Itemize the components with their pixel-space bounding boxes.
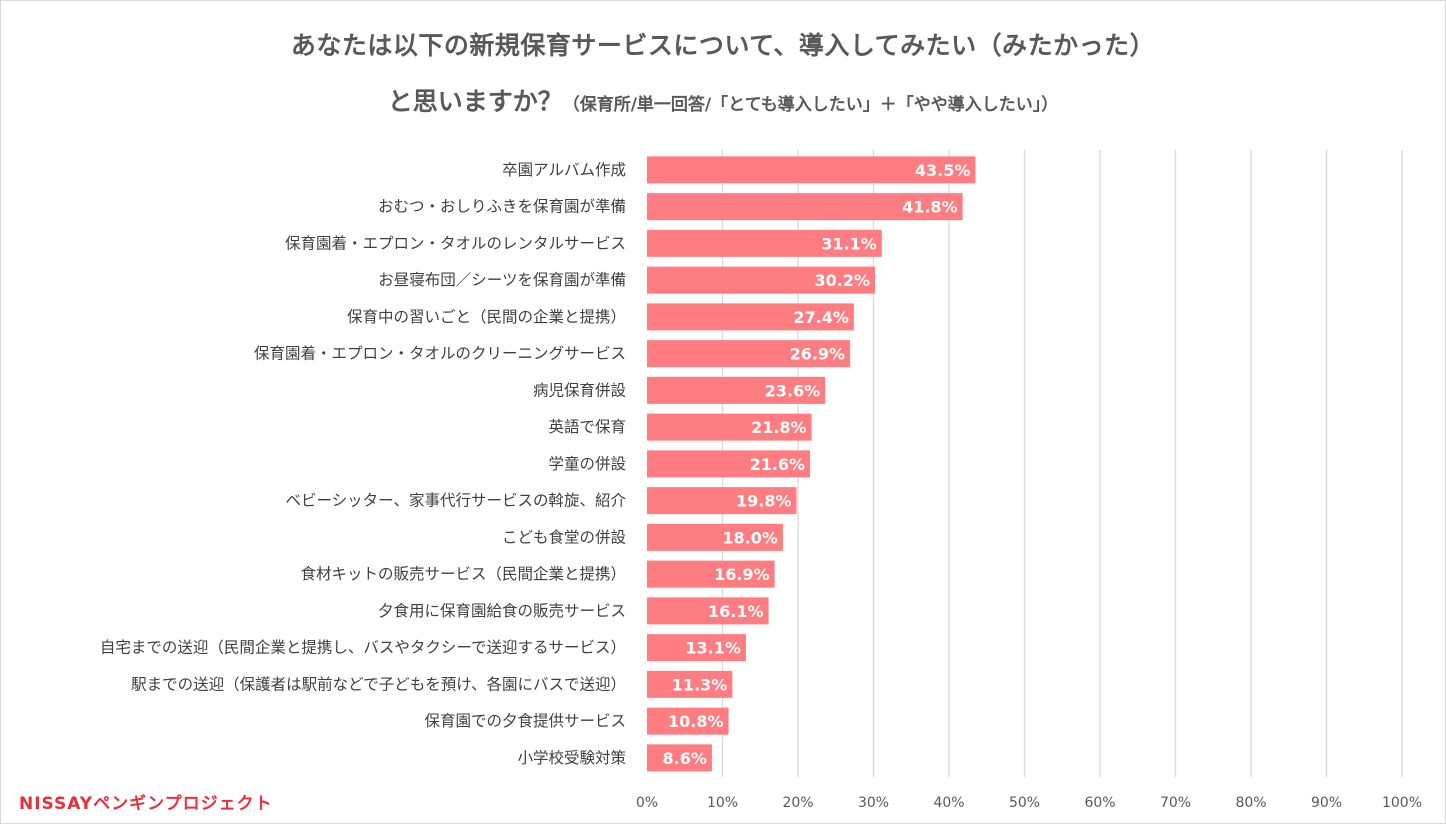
x-tick-label: 40% — [933, 795, 964, 811]
bar — [647, 487, 797, 515]
category-label: 駅までの送迎（保護者は駅前などで子どもを預け、各園にバスで送迎） — [131, 675, 626, 693]
bar — [647, 670, 733, 698]
bar-value-label: 10.8% — [668, 712, 724, 731]
category-label: こども食堂の併設 — [502, 528, 626, 546]
bar — [647, 707, 729, 735]
bar — [647, 156, 976, 184]
category-label: 卒園アルバム作成 — [502, 161, 626, 179]
x-tick-label: 100% — [1382, 795, 1422, 811]
bar-value-label: 27.4% — [793, 308, 849, 327]
category-label: 病児保育併設 — [533, 381, 626, 399]
bar — [647, 413, 812, 441]
bar — [647, 597, 769, 625]
bar — [647, 229, 882, 257]
bar-value-label: 11.3% — [672, 675, 728, 694]
bar — [647, 193, 963, 221]
category-label: 夕食用に保育園給食の販売サービス — [378, 602, 626, 620]
category-label: 食材キットの販売サービス（民間企業と提携） — [300, 565, 626, 583]
bar — [647, 560, 775, 588]
chart-title-line2: と思いますか？（保育所/単一回答/「とても導入したい」＋「やや導入したい」） — [0, 82, 1446, 118]
bar-value-label: 23.6% — [765, 381, 821, 400]
bar-value-label: 8.6% — [663, 749, 707, 768]
category-label: 保育園着・エプロン・タオルのレンタルサービス — [285, 234, 626, 252]
x-tick-label: 0% — [636, 795, 658, 811]
x-tick-label: 60% — [1084, 795, 1115, 811]
bar-value-label: 16.9% — [714, 565, 770, 584]
category-label: お昼寝布団／シーツを保育園が準備 — [378, 270, 626, 289]
bar — [647, 523, 783, 551]
category-label: 自宅までの送迎（民間企業と提携し、バスやタクシーで送迎するサービス） — [100, 639, 626, 657]
x-tick-label: 20% — [782, 795, 813, 811]
chart-title-main: と思いますか？ — [387, 87, 563, 116]
bar — [647, 744, 712, 772]
category-label: 保育中の習いごと（民間の企業と提携） — [347, 308, 626, 326]
bar — [647, 376, 826, 404]
nissay-logo: NISSAYペンギンプロジェクト — [19, 794, 273, 814]
bar-value-label: 31.1% — [821, 234, 877, 253]
category-label: 小学校受験対策 — [517, 749, 626, 767]
category-label: 学童の併設 — [548, 454, 626, 473]
x-tick-label: 30% — [858, 795, 889, 811]
x-tick-label: 90% — [1311, 795, 1342, 811]
bar-value-label: 41.8% — [902, 198, 958, 217]
x-tick-label: 70% — [1160, 795, 1191, 811]
bar — [647, 266, 876, 294]
bar-value-label: 26.9% — [790, 345, 846, 364]
chart-title-line1: あなたは以下の新規保育サービスについて、導入してみたい（みたかった） — [290, 31, 1156, 60]
bar-value-label: 43.5% — [915, 161, 971, 180]
bar-value-label: 19.8% — [736, 492, 792, 511]
bar — [647, 450, 811, 478]
bar-value-label: 16.1% — [708, 602, 764, 621]
chart-title-sub: （保育所/単一回答/「とても導入したい」＋「やや導入したい」） — [562, 95, 1059, 115]
category-label: ベビーシッター、家事代行サービスの斡旋、紹介 — [285, 492, 626, 510]
x-tick-label: 10% — [707, 795, 738, 811]
category-label: おむつ・おしりふきを保育園が準備 — [378, 198, 626, 216]
bar — [647, 634, 746, 662]
x-tick-label: 80% — [1235, 795, 1266, 811]
bar-value-label: 30.2% — [814, 271, 870, 290]
bar-value-label: 13.1% — [685, 639, 741, 658]
x-tick-label: 50% — [1009, 795, 1040, 811]
bar-value-label: 18.0% — [722, 528, 778, 547]
category-label: 英語で保育 — [548, 418, 626, 436]
bar-value-label: 21.6% — [750, 455, 806, 474]
category-label: 保育園着・エプロン・タオルのクリーニングサービス — [254, 345, 626, 363]
bar — [647, 340, 851, 368]
bar-value-label: 21.8% — [751, 418, 807, 437]
bar — [647, 303, 854, 331]
category-label: 保育園での夕食提供サービス — [424, 712, 626, 730]
